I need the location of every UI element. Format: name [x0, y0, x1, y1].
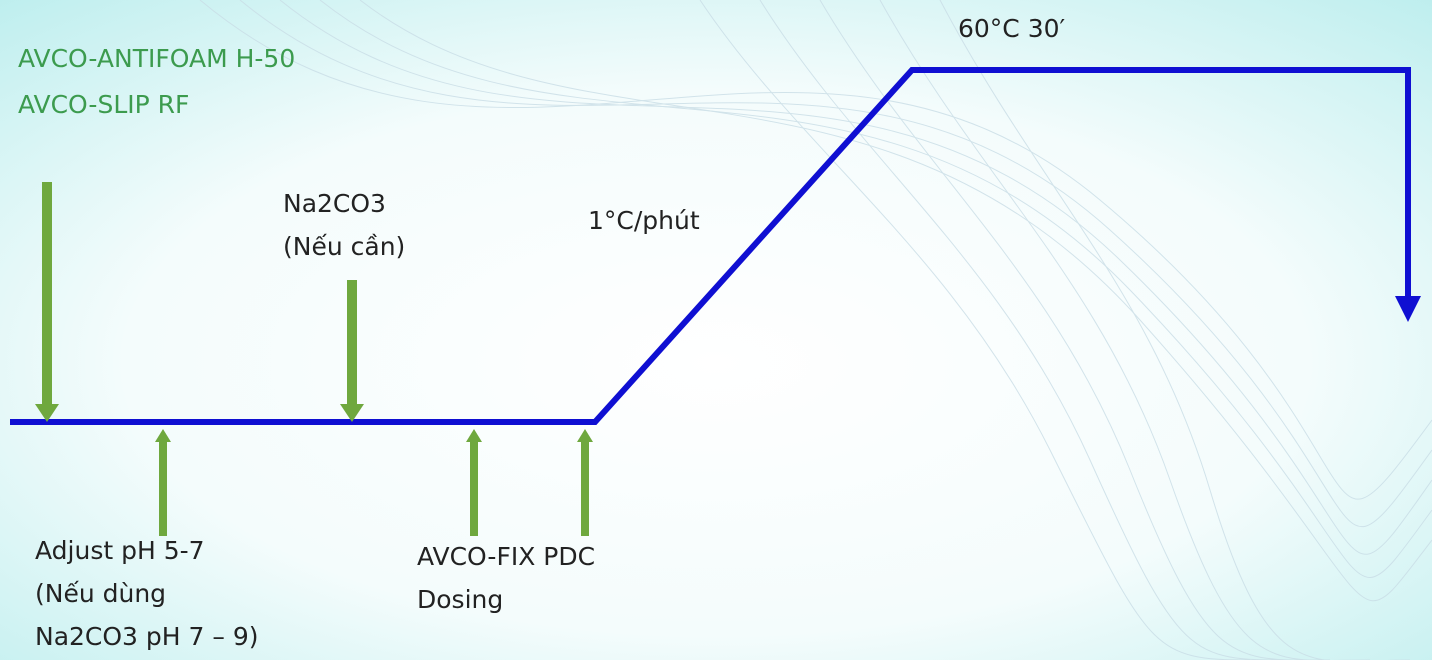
fix-label: Dosing [417, 585, 503, 614]
adjust-label: (Nếu dùng [35, 579, 166, 608]
hold-label: 60°C 30′ [958, 14, 1066, 43]
arrow-shaft [470, 442, 478, 536]
arrow-head [577, 429, 593, 442]
arrow-shaft [581, 442, 589, 536]
arrow-head [155, 429, 171, 442]
chemical-label: AVCO-SLIP RF [18, 90, 189, 119]
adjust-label: Na2CO3 pH 7 – 9) [35, 622, 259, 651]
adjust-label: Adjust pH 5-7 [35, 536, 205, 565]
arrow-head [340, 404, 364, 422]
wave-pattern [199, 0, 1432, 660]
arrow-shaft [42, 182, 52, 404]
arrow-head [466, 429, 482, 442]
na2co3-label: Na2CO3 [283, 189, 386, 218]
arrowhead [1395, 296, 1421, 322]
rate-label: 1°C/phút [588, 206, 700, 235]
na2co3-label: (Nếu cần) [283, 232, 405, 261]
arrow-shaft [347, 280, 357, 404]
arrow-head [35, 404, 59, 422]
temperature-profile [10, 67, 1411, 425]
arrow-shaft [159, 442, 167, 536]
dosing-arrows [35, 182, 593, 536]
fix-label: AVCO-FIX PDC [417, 542, 595, 571]
chemical-label: AVCO-ANTIFOAM H-50 [18, 44, 295, 73]
